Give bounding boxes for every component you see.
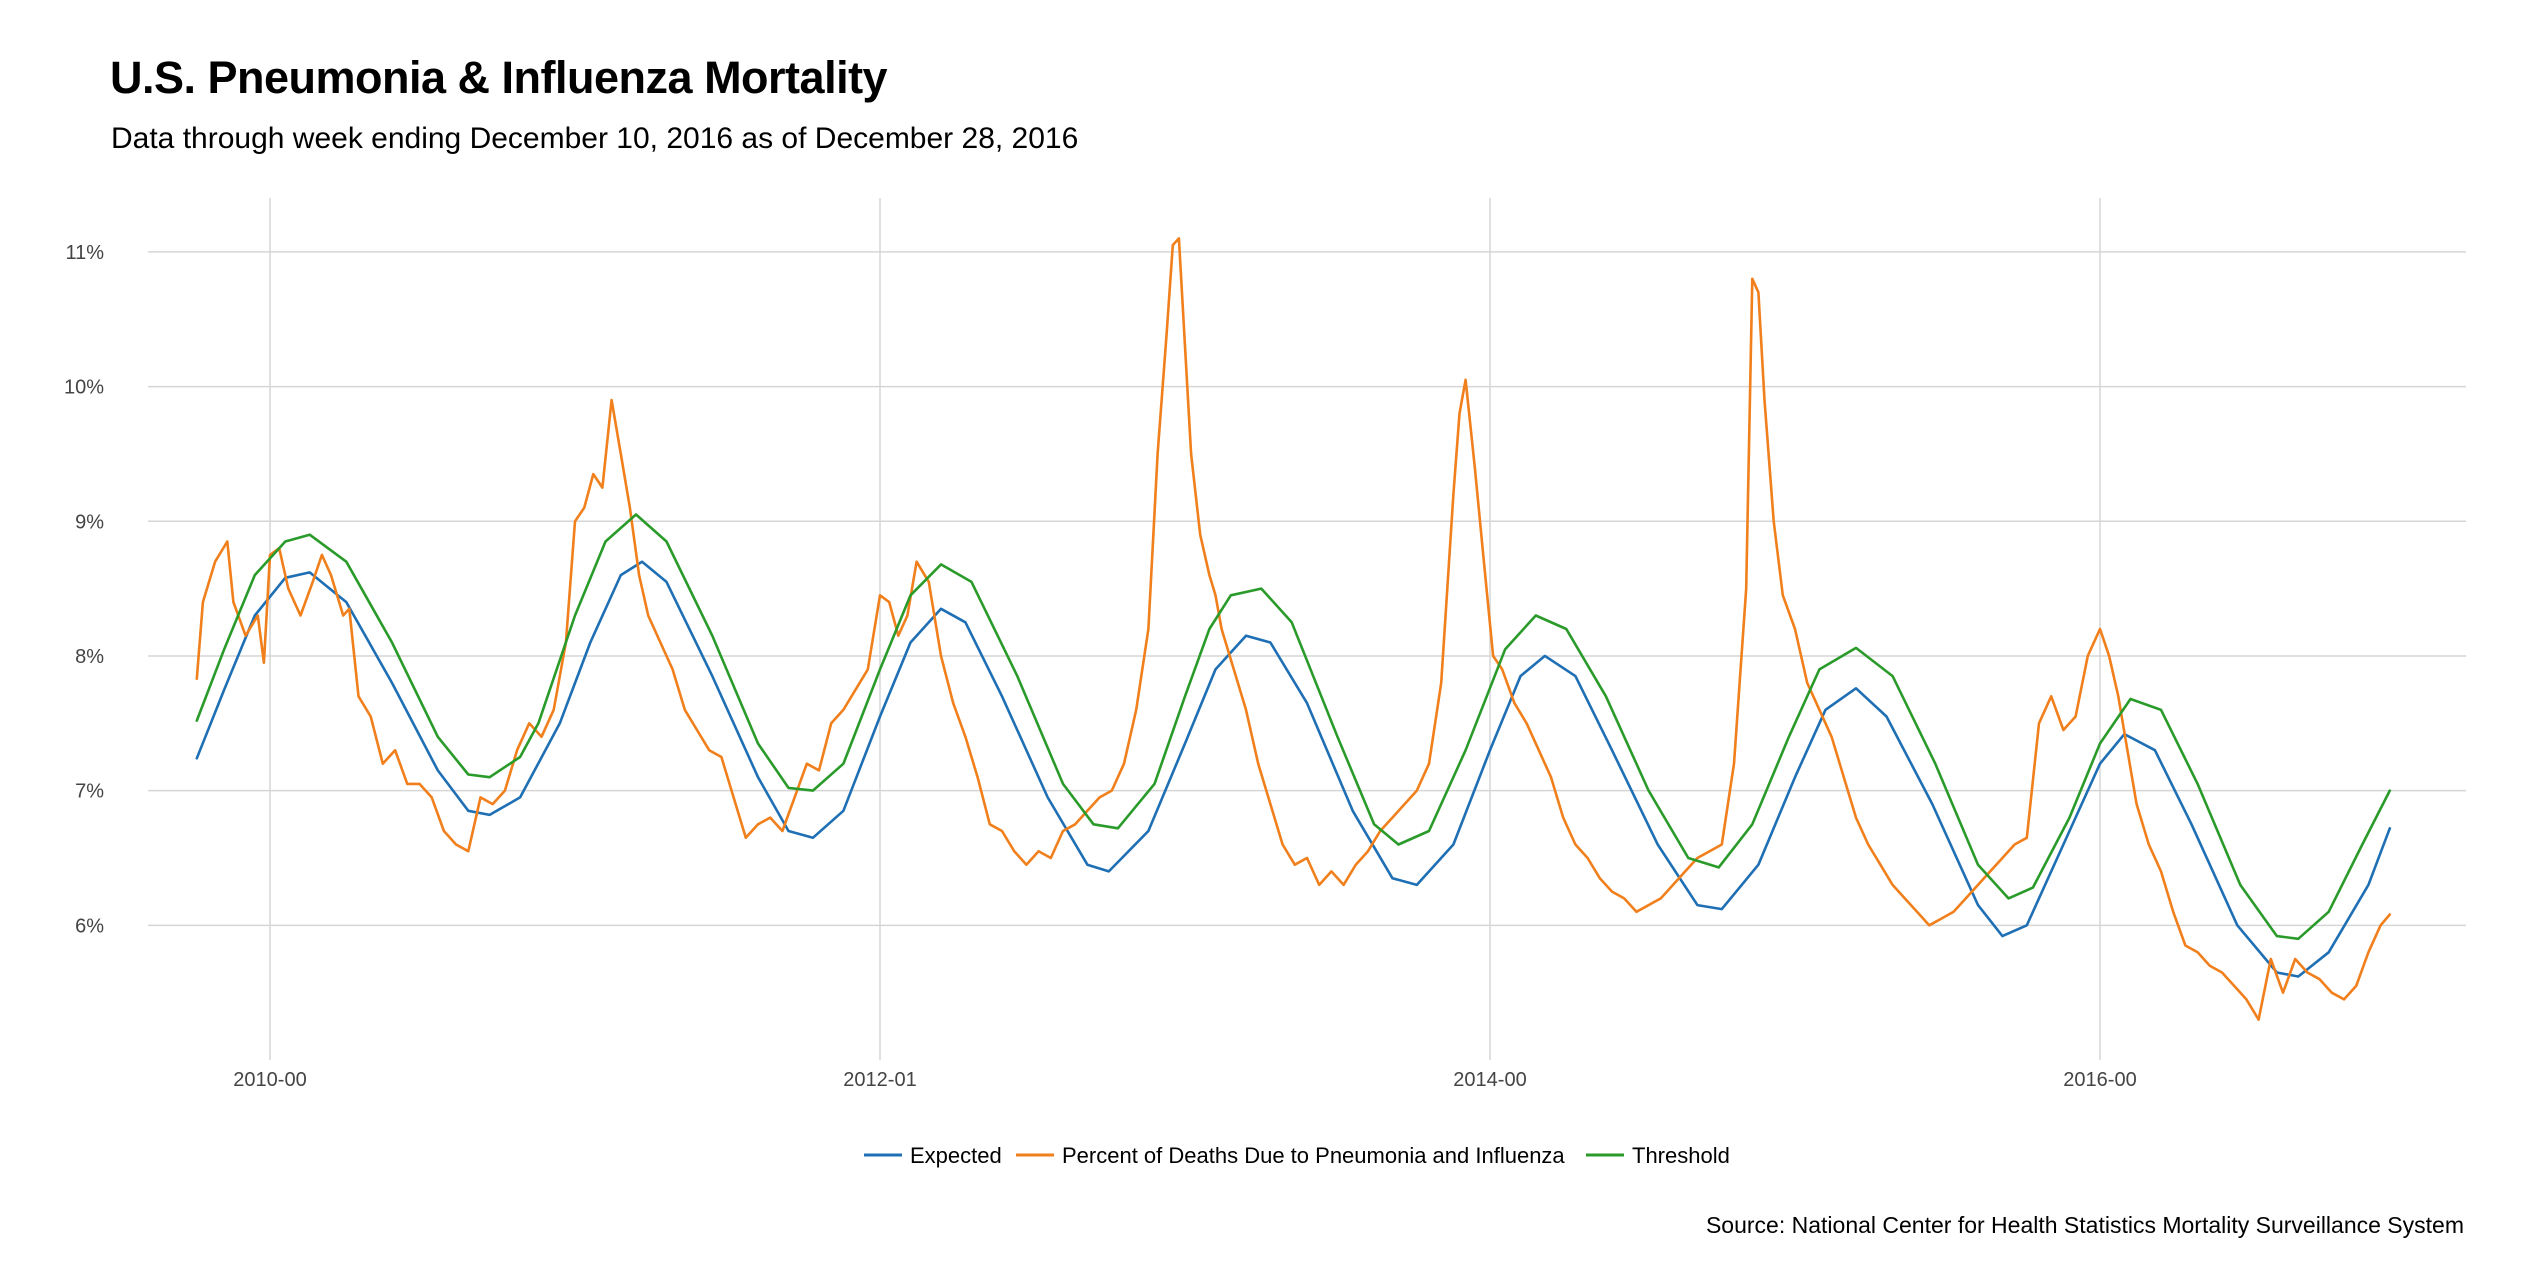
x-tick-label: 2016-00 [2063,1069,2136,1091]
y-tick-label: 10% [64,377,104,399]
series-line-expected [195,560,2392,978]
y-tick-label: 7% [75,781,104,803]
grid-lines [148,198,2466,1060]
x-tick-label: 2010-00 [233,1069,306,1091]
series-line-threshold [195,513,2392,941]
x-tick-label: 2014-00 [1453,1069,1526,1091]
legend-label: Threshold [1632,1143,1730,1168]
y-tick-label: 8% [75,646,104,668]
source-note: Source: National Center for Health Stati… [1705,1212,2464,1238]
series-line-percent-deaths [195,237,2392,1021]
legend-label: Expected [910,1143,1002,1168]
legend-label: Percent of Deaths Due to Pneumonia and I… [1062,1143,1565,1168]
x-tick-label: 2012-01 [843,1069,916,1091]
y-tick-label: 11% [65,242,104,264]
y-tick-label: 9% [75,511,104,533]
series-lines [195,237,2392,1021]
y-axis-ticks: 6% 7% 8% 9% 10% 11% [64,242,104,937]
y-tick-label: 6% [75,915,104,937]
x-axis-ticks: 2010-00 2012-01 2014-00 2016-00 [233,1069,2136,1091]
chart-subtitle: Data through week ending December 10, 20… [111,122,1079,155]
legend: Expected Percent of Deaths Due to Pneumon… [864,1143,1730,1168]
chart-title: U.S. Pneumonia & Influenza Mortality [110,52,888,103]
